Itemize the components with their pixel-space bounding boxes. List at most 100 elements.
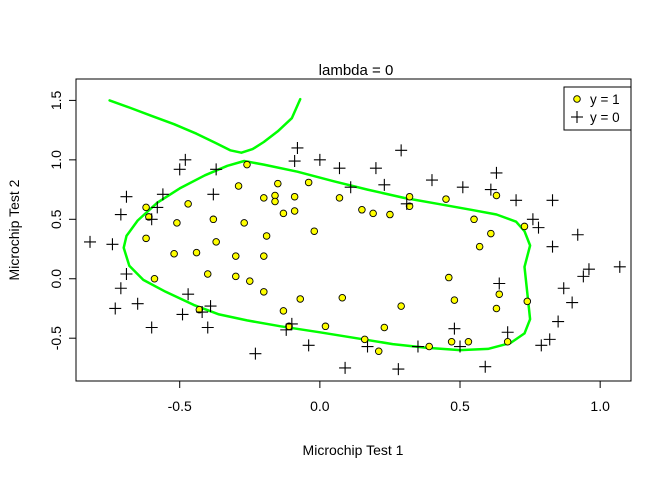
point-y0	[204, 300, 217, 313]
decision-boundary	[108, 97, 532, 352]
legend-circle-marker	[573, 95, 581, 103]
point-y1	[290, 207, 299, 215]
point-y0	[179, 153, 192, 166]
x-tick-label: 0.5	[450, 398, 470, 414]
point-y0	[490, 166, 503, 179]
y-tick-label: -0.5	[48, 326, 64, 350]
point-y0	[577, 270, 590, 283]
chart-title: lambda = 0	[319, 62, 394, 79]
point-y0	[313, 153, 326, 166]
point-y0	[484, 183, 497, 196]
point-y0	[361, 340, 374, 353]
point-y0	[543, 333, 556, 346]
legend: y = 1 y = 0	[563, 86, 632, 131]
y-tick-label: 0.0	[48, 269, 64, 289]
point-y1	[232, 252, 240, 260]
point-y1	[520, 222, 529, 231]
point-y1	[492, 191, 501, 200]
point-y1	[386, 210, 394, 219]
point-y1	[470, 215, 478, 224]
y-axis: -0.5 0.0 0.5 1.0 1.5	[48, 90, 77, 350]
point-y1	[243, 160, 251, 169]
point-y1	[464, 338, 473, 346]
point-y0	[454, 340, 467, 353]
point-y0	[173, 163, 186, 176]
point-y0	[378, 178, 391, 191]
point-y1	[445, 273, 453, 282]
y-axis-label: Microchip Test 2	[6, 179, 22, 280]
point-y0	[182, 288, 195, 301]
point-y0	[532, 221, 545, 234]
point-y1	[397, 302, 405, 310]
point-y0	[546, 240, 559, 253]
point-y0	[479, 360, 492, 373]
point-y0	[344, 181, 357, 194]
legend-label-y1: y = 1	[590, 92, 620, 107]
point-y1	[271, 197, 279, 206]
point-y1	[184, 200, 192, 208]
point-y1	[240, 219, 248, 227]
point-y1	[310, 227, 319, 235]
legend-box	[563, 86, 632, 131]
decision-boundary-curve	[122, 159, 532, 352]
y-tick-label: 1.0	[48, 150, 64, 170]
point-y1	[260, 288, 268, 296]
point-y0	[114, 208, 127, 221]
point-y1	[212, 238, 220, 246]
point-y0	[201, 321, 214, 334]
point-y1	[290, 192, 299, 201]
legend-label-y0: y = 0	[590, 110, 620, 125]
point-y0	[151, 201, 164, 214]
point-y0	[302, 339, 315, 352]
point-y1	[447, 338, 456, 346]
point-y1	[450, 296, 459, 304]
point-y0	[510, 194, 523, 207]
point-y1	[234, 182, 243, 190]
x-tick-label: 0.0	[310, 398, 330, 414]
point-y1	[475, 242, 484, 251]
point-y1	[192, 248, 201, 257]
data-points	[84, 141, 626, 376]
point-y0	[333, 162, 346, 175]
point-y1	[369, 209, 377, 218]
point-y1	[260, 194, 268, 202]
point-y0	[552, 315, 565, 328]
point-y0	[571, 228, 584, 241]
point-y0	[291, 141, 304, 154]
point-y1	[503, 338, 512, 346]
point-y0	[425, 174, 438, 187]
point-y0	[566, 296, 579, 309]
point-y1	[358, 206, 366, 214]
point-y1	[495, 290, 504, 298]
point-y1	[170, 250, 178, 258]
point-y0	[526, 213, 539, 226]
point-y0	[207, 188, 220, 201]
point-y1	[405, 192, 414, 201]
point-y0	[196, 306, 209, 319]
point-y0	[395, 144, 408, 157]
point-y1	[274, 179, 282, 188]
point-y1	[150, 274, 159, 283]
point-y0	[339, 361, 352, 374]
point-y1	[523, 297, 532, 306]
point-y1	[262, 232, 271, 240]
point-y0	[392, 363, 405, 376]
point-y1	[232, 272, 240, 281]
point-y0	[288, 155, 301, 168]
point-y0	[249, 347, 262, 360]
point-y0	[613, 260, 626, 273]
point-y1	[279, 307, 288, 315]
y-tick-label: 0.5	[48, 209, 64, 229]
point-y1	[374, 347, 383, 356]
point-y1	[425, 342, 433, 351]
x-tick-label: -0.5	[168, 398, 192, 414]
point-y0	[501, 326, 514, 339]
point-y1	[492, 304, 501, 313]
point-y0	[120, 190, 133, 203]
point-y0	[145, 321, 158, 334]
y-tick-label: 1.5	[48, 90, 64, 110]
point-y0	[582, 263, 595, 276]
x-axis: -0.5 0.0 0.5 1.0	[168, 380, 610, 414]
point-y1	[246, 277, 254, 285]
